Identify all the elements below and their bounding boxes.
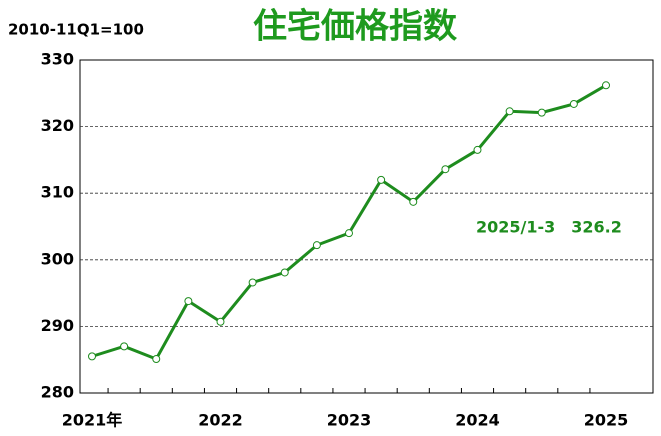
marker — [88, 352, 96, 361]
marker — [441, 165, 450, 174]
marker — [505, 107, 514, 116]
marker — [602, 81, 610, 90]
marker — [345, 229, 353, 238]
plot-area — [79, 59, 654, 394]
x-tick-label: 2022 — [198, 411, 243, 430]
marker — [537, 108, 546, 117]
y-tick-label: 320 — [41, 116, 74, 135]
marker — [280, 268, 289, 277]
y-tick-label: 310 — [41, 183, 74, 202]
x-tick-label: 2023 — [327, 411, 372, 430]
chart-title: 住宅価格指数 — [253, 7, 457, 47]
x-tick-label: 2025 — [584, 411, 629, 430]
marker — [152, 355, 161, 364]
y-tick-label: 300 — [41, 249, 74, 268]
marker — [216, 317, 225, 326]
marker — [248, 278, 257, 287]
marker — [409, 197, 418, 206]
y-tick-label: 330 — [41, 50, 74, 69]
y-tick-label: 280 — [41, 383, 74, 402]
marker — [184, 297, 193, 306]
x-tick-label: 2024 — [455, 411, 500, 430]
y-unit-label: 2010-11Q1=100 — [8, 21, 144, 39]
marker — [569, 99, 578, 108]
y-tick-label: 290 — [41, 316, 74, 335]
annotation: 2025/1-3 326.2 — [476, 218, 622, 237]
marker — [120, 342, 129, 351]
marker — [377, 175, 386, 184]
marker — [473, 145, 482, 154]
x-tick-label: 2021年 — [62, 411, 123, 430]
marker — [312, 241, 321, 250]
